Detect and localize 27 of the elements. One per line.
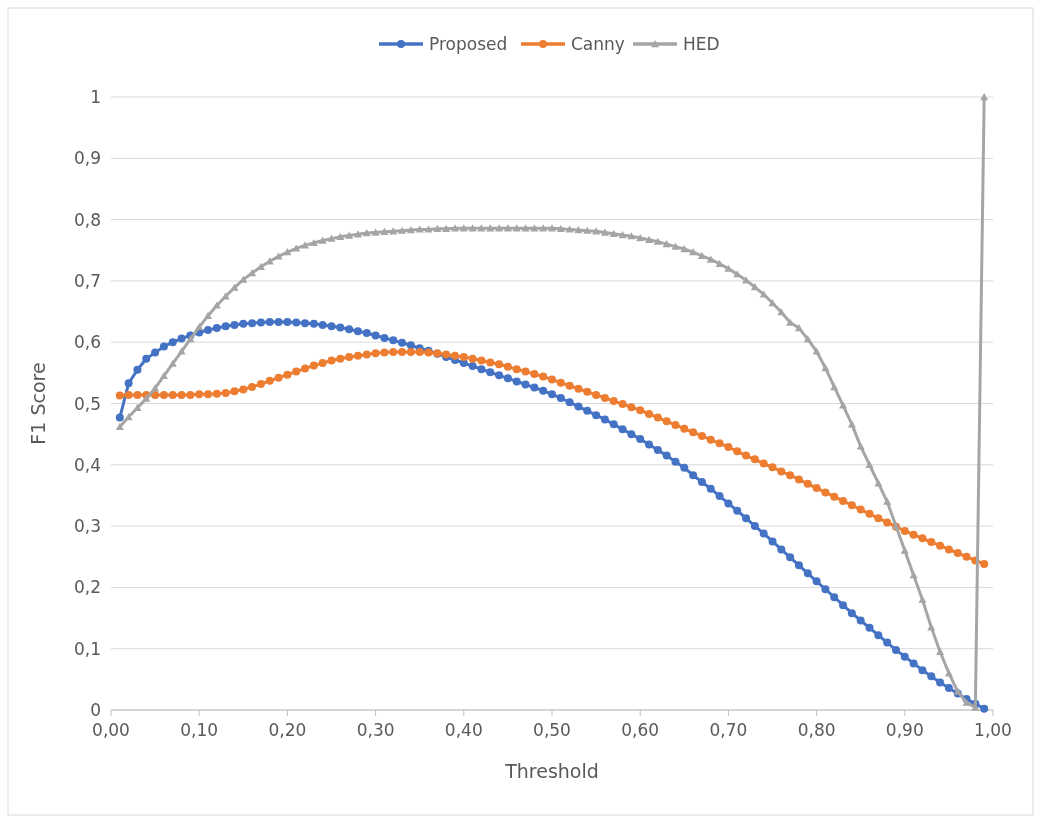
x-tick-label: 0,50	[533, 720, 571, 740]
y-tick-label: 0,3	[73, 516, 101, 537]
legend-label: Canny	[571, 34, 625, 54]
y-tick-label: 0,6	[73, 332, 101, 353]
x-tick-label: 0,00	[92, 720, 130, 740]
legend-label: HED	[683, 34, 720, 54]
x-tick-label: 0,10	[180, 720, 219, 740]
x-tick-label: 0,20	[268, 720, 307, 740]
x-tick-label: 0,60	[621, 720, 660, 740]
y-tick-label: 0,9	[73, 148, 101, 169]
y-tick-label: 0	[90, 700, 101, 720]
y-tick-label: 0,8	[73, 209, 101, 230]
legend-label: Proposed	[429, 34, 508, 54]
x-tick-label: 0,90	[885, 720, 924, 740]
y-tick-label: 0,4	[73, 454, 101, 475]
y-tick-label: 0,1	[73, 638, 101, 659]
x-tick-label: 0,30	[356, 720, 395, 740]
x-tick-label: 0,40	[444, 720, 483, 740]
x-axis-title: Threshold	[504, 760, 599, 782]
x-tick-label: 0,70	[709, 720, 748, 740]
y-tick-label: 0,2	[73, 577, 101, 598]
y-axis-title: F1 Score	[27, 362, 49, 445]
y-tick-label: 0,7	[73, 270, 101, 291]
y-tick-label: 1	[90, 87, 101, 107]
x-tick-label: 0,80	[797, 720, 836, 740]
x-tick-label: 1,00	[974, 720, 1012, 740]
y-tick-label: 0,5	[73, 393, 101, 414]
